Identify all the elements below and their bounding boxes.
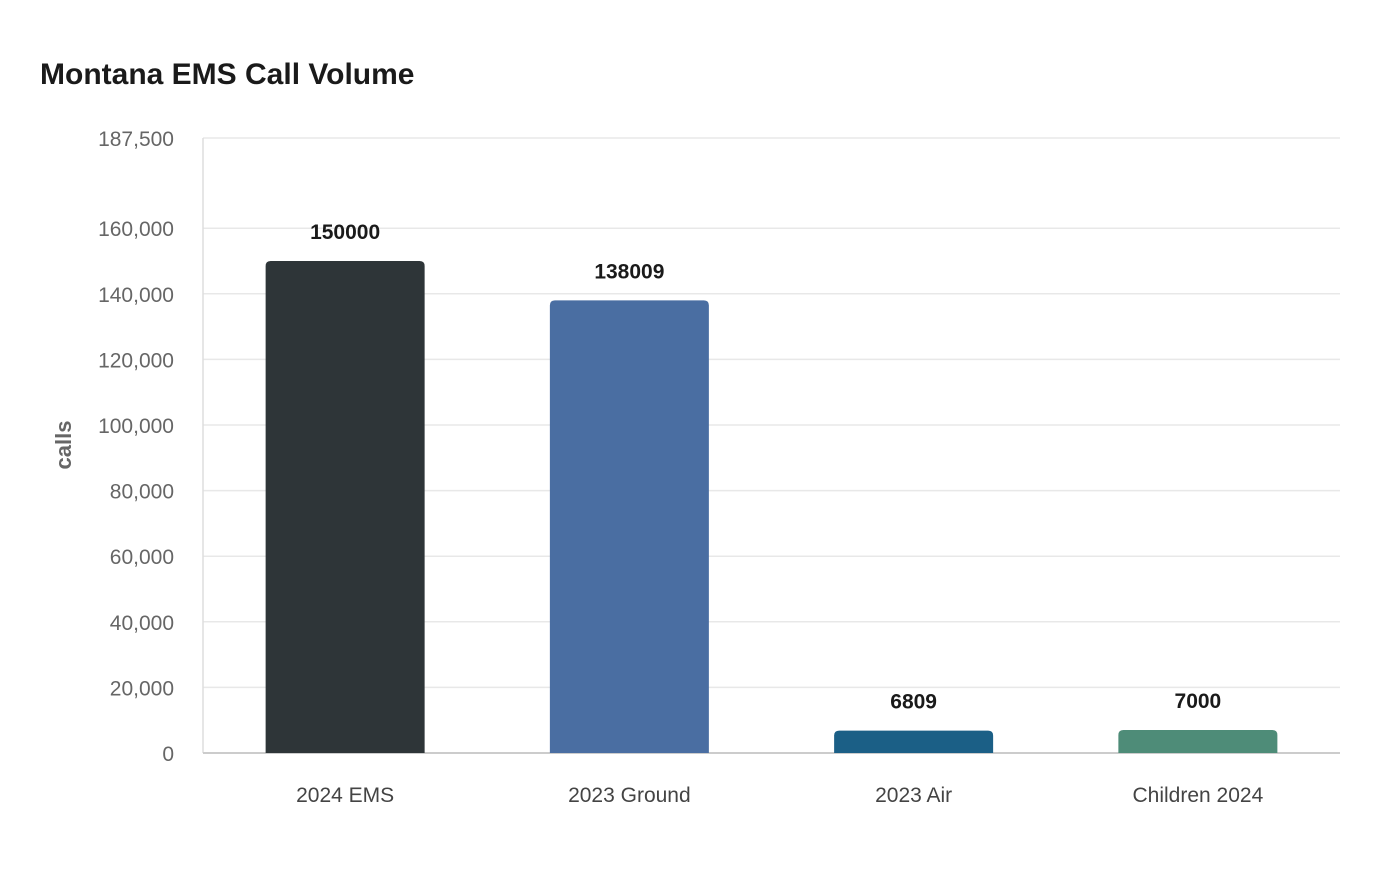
y-tick-label: 0 — [162, 743, 174, 766]
y-tick-label: 160,000 — [98, 218, 174, 241]
y-axis-title: calls — [51, 421, 76, 470]
axes: 0 20,000 40,000 60,000 80,000 100,000 120,000 1… — [98, 128, 1340, 807]
y-tick-label: 187,500 — [98, 128, 174, 151]
bar — [834, 730, 994, 753]
data-labels: 150000 138009 6809 7000 — [310, 221, 1221, 714]
y-tick-label: 40,000 — [110, 612, 174, 635]
bar-value-label: 7000 — [1175, 690, 1222, 713]
x-tick-label: 2024 EMS — [296, 784, 394, 807]
y-tick-label: 140,000 — [98, 284, 174, 307]
bar — [1118, 730, 1278, 753]
bar — [265, 261, 425, 753]
y-tick-label: 80,000 — [110, 481, 174, 504]
y-tick-label: 60,000 — [110, 546, 174, 569]
bar-value-label: 150000 — [310, 221, 380, 244]
y-tick-label: 20,000 — [110, 677, 174, 700]
x-tick-label: 2023 Air — [875, 784, 952, 807]
y-tick-label: 120,000 — [98, 349, 174, 372]
bar — [549, 300, 709, 753]
chart-title: Montana EMS Call Volume — [40, 58, 415, 91]
bar-value-label: 6809 — [890, 691, 937, 714]
x-tick-label: 2023 Ground — [568, 784, 691, 807]
x-tick-label: Children 2024 — [1132, 784, 1263, 807]
bars — [265, 261, 1278, 753]
y-tick-label: 100,000 — [98, 415, 174, 438]
bar-value-label: 138009 — [594, 260, 664, 283]
